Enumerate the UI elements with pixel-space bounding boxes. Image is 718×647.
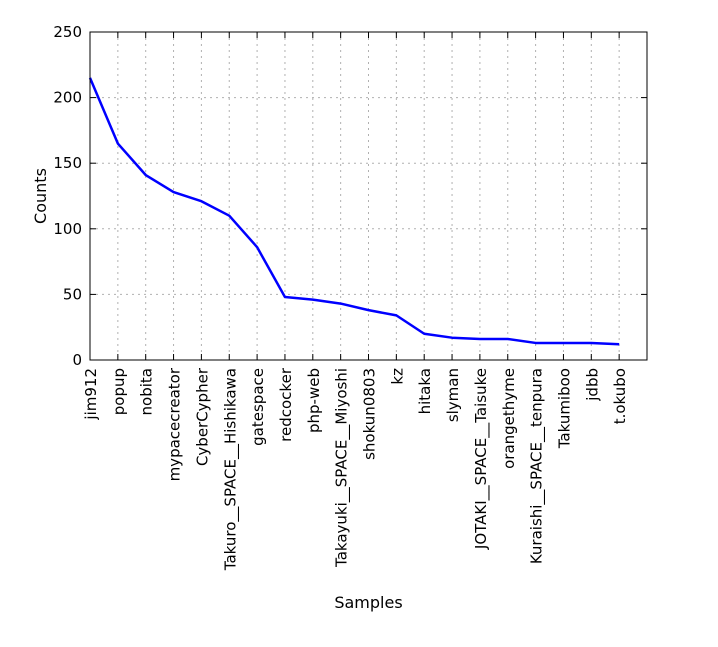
x-tick-label: gatespace bbox=[249, 368, 267, 446]
x-tick-label: redcocker bbox=[277, 367, 295, 442]
y-tick-label: 250 bbox=[53, 23, 82, 41]
x-tick-label: shokun0803 bbox=[361, 368, 379, 460]
x-tick-label: popup bbox=[110, 368, 128, 415]
x-tick-label: jim912 bbox=[82, 368, 100, 421]
x-tick-label: jdbb bbox=[583, 368, 601, 402]
x-tick-label: slyman bbox=[444, 368, 462, 422]
tick-labels: 0 50 100 150 200 250 jim912 popup nobita mypacecr… bbox=[53, 23, 629, 571]
x-tick-label: Kuraishi__SPACE__tenpura bbox=[528, 368, 547, 564]
x-tick-label: mypacecreator bbox=[166, 367, 184, 481]
x-tick-label: JOTAKI__SPACE__Taisuke bbox=[472, 368, 491, 550]
x-tick-label: nobita bbox=[138, 368, 156, 415]
x-axis-label: Samples bbox=[334, 593, 402, 612]
x-tick-label: CyberCypher bbox=[193, 367, 211, 466]
y-axis-label: Counts bbox=[31, 168, 50, 224]
series-layer bbox=[90, 78, 619, 344]
series-line bbox=[90, 78, 619, 344]
y-tick-label: 100 bbox=[53, 220, 82, 238]
x-tick-label: Takuro__SPACE__Hishikawa bbox=[221, 368, 240, 571]
y-tick-label: 50 bbox=[63, 285, 82, 303]
y-tick-label: 200 bbox=[53, 89, 82, 107]
x-tick-label: php-web bbox=[305, 368, 323, 433]
x-tick-label: Takayuki__SPACE__Miyoshi bbox=[333, 368, 352, 568]
x-tick-label: kz bbox=[388, 368, 406, 385]
y-tick-label: 0 bbox=[72, 351, 82, 369]
x-tick-label: orangethyme bbox=[500, 368, 518, 469]
x-tick-label: hitaka bbox=[416, 368, 434, 414]
x-tick-label: t.okubo bbox=[611, 368, 629, 424]
y-tick-label: 150 bbox=[53, 154, 82, 172]
x-tick-label: Takumiboo bbox=[555, 368, 573, 449]
